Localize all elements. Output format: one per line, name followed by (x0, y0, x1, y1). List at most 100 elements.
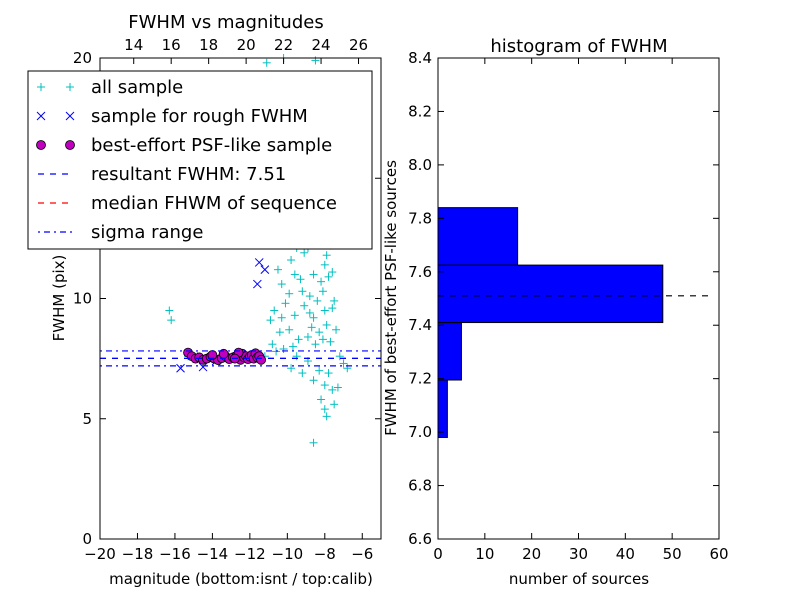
legend-label: sample for rough FWHM (91, 106, 308, 127)
scatter-point-series-1 (198, 362, 208, 372)
histogram-x-axis-label: number of sources (509, 570, 649, 588)
scatter-point-series-0 (328, 268, 337, 277)
scatter-point-series-0 (303, 332, 312, 341)
legend-marker (65, 140, 75, 150)
scatter-point-series-0 (167, 316, 176, 325)
scatter-point-series-0 (315, 366, 324, 375)
top-x-tick-label: 22 (274, 36, 293, 54)
histogram-bar (437, 322, 462, 381)
scatter-point-series-2 (256, 354, 267, 365)
scatter-point-series-0 (313, 296, 322, 305)
y-tick-label: 8.4 (408, 49, 432, 67)
scatter-point-series-0 (324, 369, 333, 378)
scatter-panel: −20−18−16−14−12−10−8−6051015201416182022… (27, 12, 382, 588)
top-x-tick-label: 14 (124, 36, 143, 54)
y-tick-label: 10 (73, 290, 92, 308)
scatter-point-series-0 (290, 270, 299, 279)
scatter-point-series-0 (318, 287, 327, 296)
scatter-point-series-0 (277, 313, 286, 322)
scatter-point-series-0 (333, 383, 342, 392)
circle-marker (256, 354, 267, 365)
x-tick-label: 60 (709, 545, 728, 563)
cross-marker-b (260, 265, 270, 274)
scatter-axes: −20−18−16−14−12−10−8−6051015201416182022… (73, 36, 382, 563)
scatter-point-series-1 (176, 363, 185, 373)
scatter-point-series-0 (300, 248, 309, 257)
scatter-point-series-0 (339, 359, 348, 368)
scatter-point-series-0 (317, 395, 326, 404)
scatter-point-series-0 (311, 340, 320, 349)
y-tick-label: 8.2 (408, 102, 432, 120)
scatter-point-series-0 (326, 337, 335, 346)
scatter-point-series-0 (330, 296, 339, 305)
top-x-tick-label: 20 (237, 36, 256, 54)
x-tick-label: −10 (272, 545, 304, 563)
scatter-point-series-0 (305, 292, 314, 301)
histogram-marks (437, 207, 710, 438)
scatter-point-series-1 (260, 265, 270, 274)
scatter-point-series-0 (273, 265, 282, 274)
scatter-point-series-0 (300, 301, 309, 310)
y-tick-label: 6.8 (408, 477, 432, 495)
scatter-chart-title: FWHM vs magnitudes (128, 12, 323, 33)
circle-marker (36, 140, 46, 150)
scatter-point-series-0 (298, 287, 307, 296)
x-tick-label: −12 (234, 545, 266, 563)
legend-label: median FHWM of sequence (91, 193, 337, 214)
legend-label: resultant FWHM: 7.51 (91, 164, 286, 185)
scatter-point-series-0 (328, 304, 337, 313)
scatter-point-series-0 (287, 256, 296, 265)
x-tick-label: 0 (433, 545, 443, 563)
histogram-bar (437, 379, 448, 438)
cross-marker-b (254, 258, 264, 267)
y-tick-label: 7.4 (408, 316, 432, 334)
scatter-point-series-0 (322, 320, 331, 329)
histogram-y-axis-label: FWHM of best-effort PSF-like sources (382, 160, 400, 436)
legend-marker (37, 83, 45, 91)
scatter-point-series-0 (335, 352, 344, 361)
y-tick-label: 7.0 (408, 423, 432, 441)
x-tick-label: −18 (122, 545, 154, 563)
y-tick-label: 8.0 (408, 156, 432, 174)
scatter-marks (100, 54, 381, 447)
scatter-point-series-0 (305, 308, 314, 317)
x-tick-label: −14 (197, 545, 229, 563)
scatter-point-series-0 (285, 289, 294, 298)
top-x-tick-label: 26 (349, 36, 368, 54)
cross-marker-b (176, 363, 185, 373)
scatter-point-series-0 (285, 325, 294, 334)
x-tick-label: 10 (475, 545, 494, 563)
x-tick-label: 40 (616, 545, 635, 563)
scatter-point-series-0 (318, 335, 327, 344)
x-tick-label: −16 (159, 545, 191, 563)
legend-marker (36, 140, 46, 150)
scatter-point-series-0 (309, 270, 318, 279)
scatter-point-series-0 (320, 381, 329, 390)
scatter-point-series-0 (275, 328, 284, 337)
scatter-point-series-0 (324, 272, 333, 281)
cross-marker-b (36, 111, 46, 121)
scatter-point-series-0 (281, 299, 290, 308)
cross-marker-b (65, 111, 75, 121)
y-tick-label: 0 (82, 530, 92, 548)
legend-label: best-effort PSF-like sample (91, 135, 332, 156)
scatter-point-series-0 (320, 306, 329, 315)
histogram-panel: 0 10 20 30 40 50 60 6.6 6.8 7.0 7.2 7.4 7.6 7.8 8.0 8.2… (382, 36, 729, 588)
scatter-point-series-0 (298, 369, 307, 378)
x-tick-label: −6 (351, 545, 373, 563)
scatter-point-series-0 (328, 385, 337, 394)
legend: all sample sample for rough FWHM best-effo… (27, 70, 373, 250)
scatter-point-series-0 (270, 306, 279, 315)
scatter-x-axis-label: magnitude (bottom:isnt / top:calib) (109, 570, 373, 588)
scatter-point-series-0 (165, 306, 174, 315)
legend-label: sigma range (91, 222, 203, 243)
scatter-point-series-0 (277, 280, 286, 289)
x-tick-label: −8 (314, 545, 336, 563)
x-tick-label: 20 (522, 545, 541, 563)
histogram-axes: 0 10 20 30 40 50 60 6.6 6.8 7.0 7.2 7.4 7.6 7.8 8.0 8.2… (408, 49, 728, 563)
scatter-point-series-1 (254, 258, 264, 267)
y-tick-label: 20 (73, 49, 92, 67)
legend-marker (66, 83, 74, 91)
scatter-point-series-0 (268, 340, 277, 349)
y-tick-label: 7.2 (408, 370, 432, 388)
